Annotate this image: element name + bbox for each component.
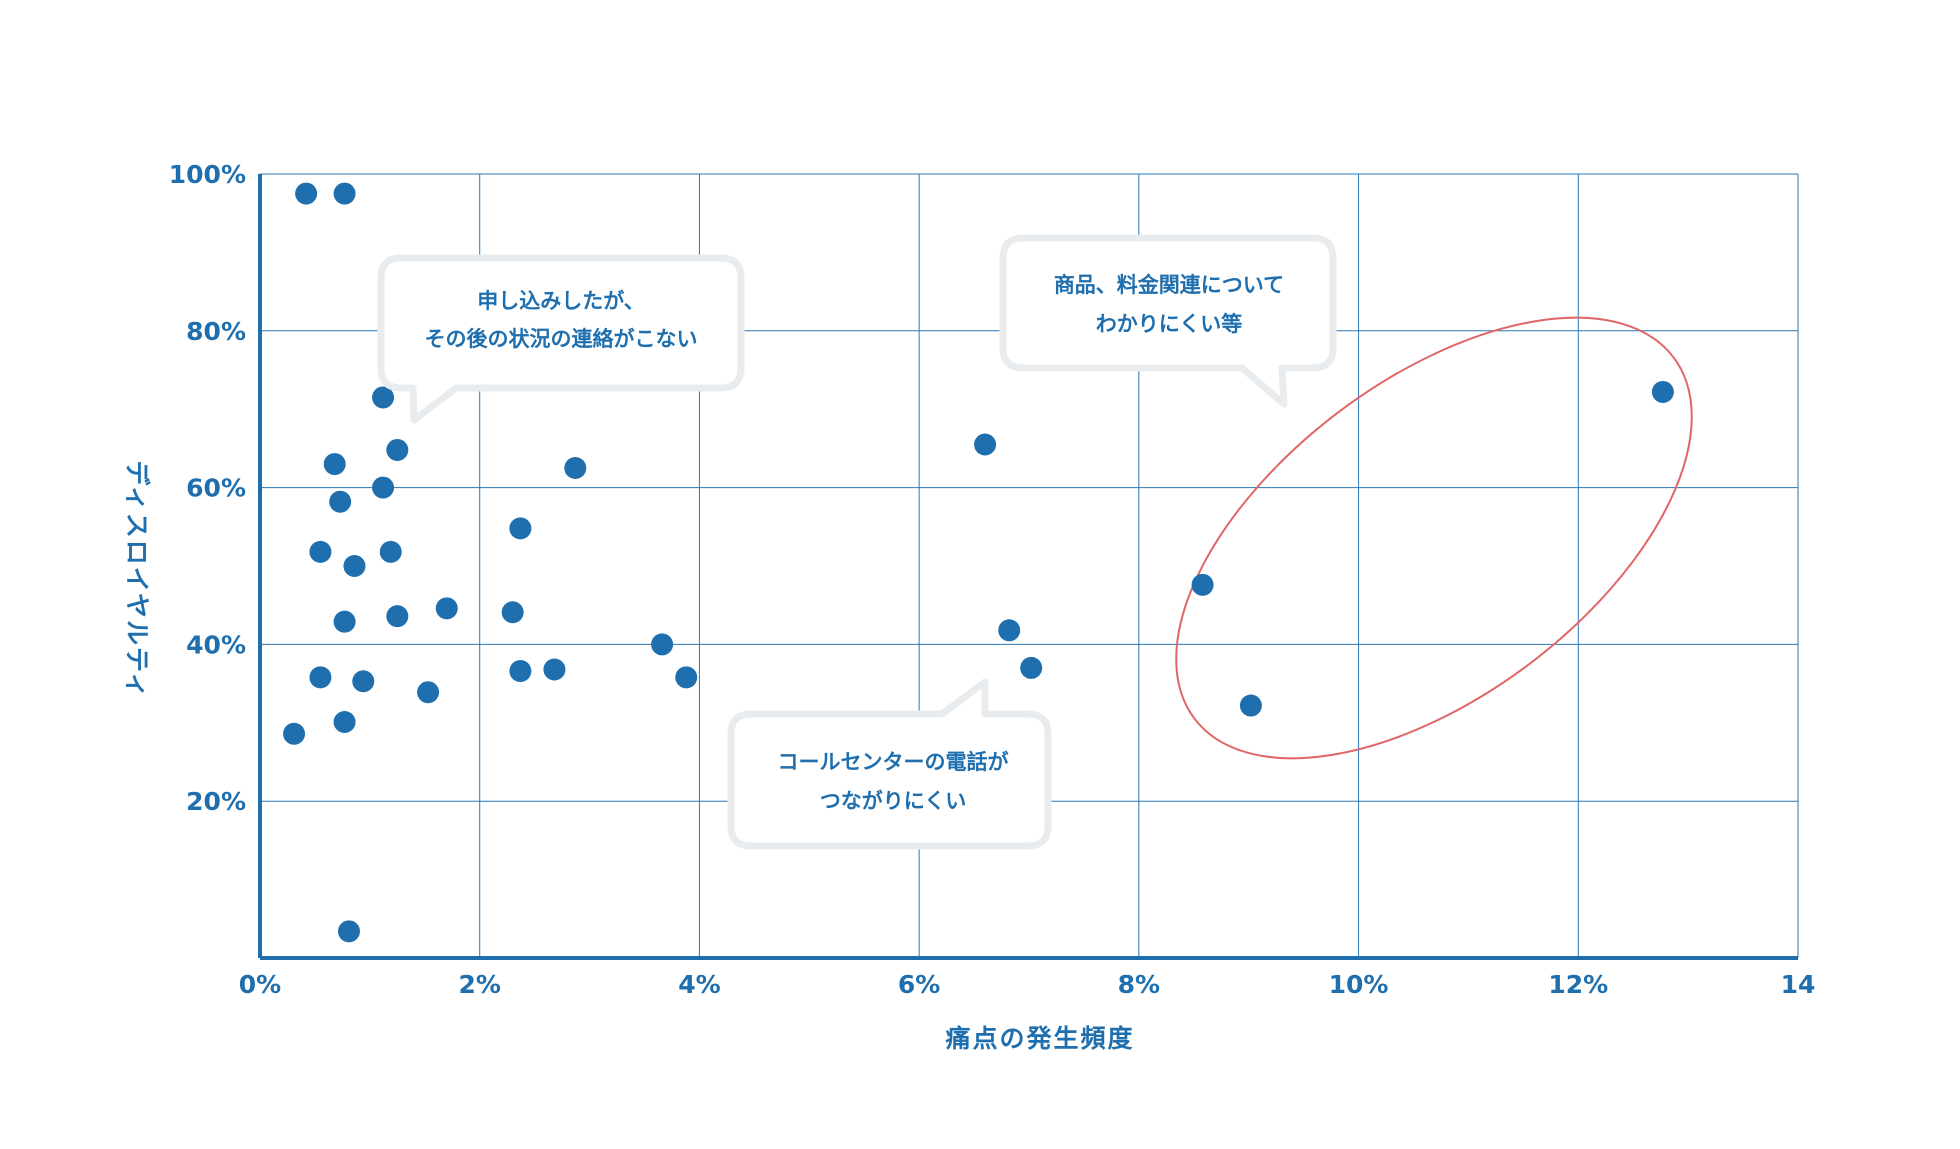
data-point — [509, 660, 532, 683]
x-tick-label: 2% — [458, 970, 500, 999]
y-tick-label: 80% — [186, 317, 246, 346]
data-point — [372, 476, 395, 499]
callout-line: つながりにくい — [820, 789, 967, 813]
data-point — [998, 619, 1021, 642]
callout-line: わかりにくい等 — [1096, 312, 1243, 336]
data-point — [651, 633, 674, 656]
data-point — [329, 490, 352, 513]
data-point — [333, 610, 356, 633]
data-point — [386, 605, 409, 628]
callouts: 申し込みしたが、 その後の状況の連絡がこない 商品、料金関連について わかりにく… — [377, 234, 1337, 850]
highlight-group — [1175, 316, 1693, 760]
data-point — [337, 920, 360, 943]
callout-call-center: コールセンターの電話が つながりにくい — [727, 678, 1052, 850]
data-point — [333, 182, 356, 205]
callout-product-pricing: 商品、料金関連について わかりにくい等 — [999, 234, 1337, 408]
data-point — [675, 666, 698, 689]
x-axis-title: 痛点の発生頻度 — [945, 1024, 1134, 1053]
data-point — [1651, 380, 1674, 403]
data-points — [283, 182, 1674, 943]
data-point — [509, 517, 532, 540]
data-point — [283, 722, 306, 745]
data-point — [1020, 656, 1043, 679]
callout-line: 申し込みしたが、 — [477, 289, 645, 313]
x-tick-label: 12% — [1548, 970, 1608, 999]
callout-line: コールセンターの電話が — [778, 750, 1009, 774]
data-point — [417, 681, 440, 704]
data-point — [352, 670, 375, 693]
x-tick-label: 0% — [239, 970, 281, 999]
callout-line: 商品、料金関連について — [1054, 273, 1284, 297]
y-axis-title: ディスロイヤルティ — [122, 460, 151, 699]
callout-contact-status: 申し込みしたが、 その後の状況の連絡がこない — [377, 254, 745, 424]
callout-bubble — [377, 254, 745, 424]
data-point — [501, 601, 524, 624]
data-point — [386, 438, 409, 461]
y-tick-label: 100% — [169, 160, 246, 189]
callout-line: その後の状況の連絡がこない — [425, 327, 698, 351]
data-point — [343, 555, 366, 577]
x-tick-label: 6% — [898, 970, 940, 999]
data-point — [379, 540, 402, 563]
data-point — [372, 386, 395, 409]
y-tick-label: 60% — [186, 474, 246, 503]
data-point — [974, 433, 997, 456]
x-tick-label: 8% — [1118, 970, 1160, 999]
highlight-ellipse — [1175, 316, 1693, 760]
tick-labels: 0% 2% 4% 6% 8% 10% 12% 14 20% 40% 60% 80% 100% — [169, 160, 1816, 999]
data-point — [435, 597, 458, 620]
data-point — [564, 457, 587, 479]
data-point — [309, 540, 332, 563]
data-point — [309, 666, 332, 689]
y-tick-label: 40% — [186, 630, 246, 659]
data-point — [543, 658, 566, 681]
data-point — [323, 453, 346, 476]
x-tick-label: 4% — [678, 970, 720, 999]
x-tick-label: 10% — [1329, 970, 1389, 999]
data-point — [1239, 694, 1262, 717]
axes — [258, 174, 1798, 960]
callout-bubble — [999, 234, 1337, 408]
data-point — [333, 711, 356, 734]
y-tick-label: 20% — [186, 787, 246, 816]
callout-bubble — [727, 678, 1052, 850]
x-tick-label: 14 — [1781, 970, 1816, 999]
data-point — [1191, 573, 1214, 596]
data-point — [295, 182, 318, 205]
